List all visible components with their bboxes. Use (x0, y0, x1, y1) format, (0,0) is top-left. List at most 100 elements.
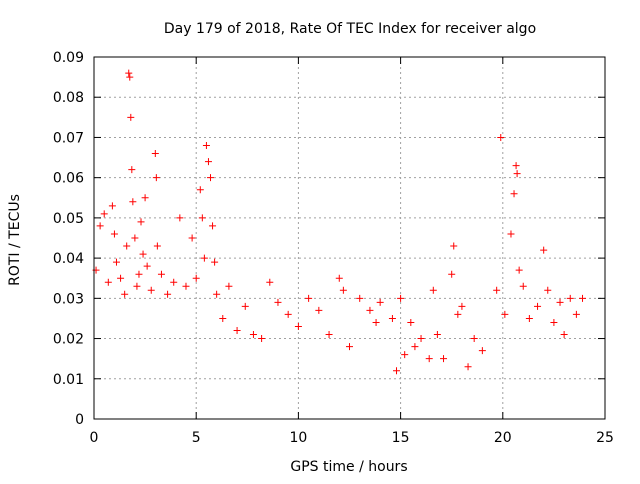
data-point (147, 286, 155, 294)
data-point (249, 331, 257, 339)
data-point (497, 133, 505, 141)
data-point (315, 306, 323, 314)
data-point (448, 270, 456, 278)
data-point (450, 242, 458, 250)
x-tick-label: 15 (392, 430, 410, 446)
y-tick-label: 0.06 (53, 171, 84, 187)
data-point (198, 214, 206, 222)
data-point (139, 250, 147, 258)
data-point (137, 218, 145, 226)
data-point (284, 310, 292, 318)
data-point (433, 331, 441, 339)
data-point (525, 314, 533, 322)
data-point (515, 266, 523, 274)
data-point (117, 274, 125, 282)
data-point (507, 230, 515, 238)
x-tick-label: 20 (494, 430, 512, 446)
data-point (478, 347, 486, 355)
y-tick-label: 0.04 (53, 251, 84, 267)
y-tick-label: 0.09 (53, 50, 84, 66)
data-point (128, 166, 136, 174)
data-point (579, 294, 587, 302)
data-point (376, 298, 384, 306)
data-point (339, 286, 347, 294)
data-point (544, 286, 552, 294)
data-point (209, 222, 217, 230)
data-point (534, 302, 542, 310)
data-point (393, 367, 401, 375)
x-tick-label: 0 (90, 430, 99, 446)
data-point (152, 174, 160, 182)
data-point (294, 322, 302, 330)
data-point (157, 270, 165, 278)
data-point (493, 286, 501, 294)
data-point (207, 174, 215, 182)
data-point (556, 298, 564, 306)
data-point (196, 186, 204, 194)
data-point (170, 278, 178, 286)
data-point (200, 254, 208, 262)
data-point (440, 355, 448, 363)
data-point (164, 290, 172, 298)
x-axis-label: GPS time / hours (290, 459, 407, 475)
data-point (519, 282, 527, 290)
data-point (266, 278, 274, 286)
plot-frame (93, 56, 606, 420)
data-point (204, 158, 212, 166)
data-point (510, 190, 518, 198)
data-point (135, 270, 143, 278)
data-point (100, 210, 108, 218)
data-point (454, 310, 462, 318)
data-point (372, 318, 380, 326)
data-point (110, 230, 118, 238)
data-point (213, 290, 221, 298)
data-point (108, 202, 116, 210)
data-point (219, 314, 227, 322)
data-point (425, 355, 433, 363)
data-point (407, 318, 415, 326)
data-point (131, 234, 139, 242)
data-point (429, 286, 437, 294)
data-point (104, 278, 112, 286)
tick-labels: 0 5 10 15 20 25 0 0.01 0.02 0.03 0.04 0.05 0.06 0.07 0… (53, 50, 614, 446)
data-point (325, 331, 333, 339)
data-point (176, 214, 184, 222)
y-tick-label: 0.03 (53, 291, 84, 307)
data-point (112, 258, 120, 266)
data-point (143, 262, 151, 270)
x-tick-label: 10 (289, 430, 307, 446)
y-tick-label: 0.08 (53, 90, 84, 106)
data-point (513, 170, 521, 178)
y-axis-label: ROTI / TECUs (7, 194, 23, 286)
data-point (470, 335, 478, 343)
data-point (356, 294, 364, 302)
data-point (192, 274, 200, 282)
data-point (121, 290, 129, 298)
data-point (127, 113, 135, 121)
data-point (366, 306, 374, 314)
data-point (125, 69, 133, 77)
data-point (512, 162, 520, 170)
data-point (129, 198, 137, 206)
data-point (233, 327, 241, 335)
data-point (123, 242, 131, 250)
data-point (397, 294, 405, 302)
x-tick-label: 25 (596, 430, 614, 446)
data-point (401, 351, 409, 359)
data-point (151, 150, 159, 158)
data-point (274, 298, 282, 306)
data-point (126, 73, 134, 81)
data-point (305, 294, 313, 302)
data-point (225, 282, 233, 290)
grid-lines (94, 57, 605, 419)
x-tick-label: 5 (192, 430, 201, 446)
data-point (501, 310, 509, 318)
data-point (540, 246, 548, 254)
data-point (335, 274, 343, 282)
y-tick-label: 0.05 (53, 211, 84, 227)
data-markers (92, 69, 587, 375)
data-point (96, 222, 104, 230)
y-tick-label: 0.07 (53, 130, 84, 146)
